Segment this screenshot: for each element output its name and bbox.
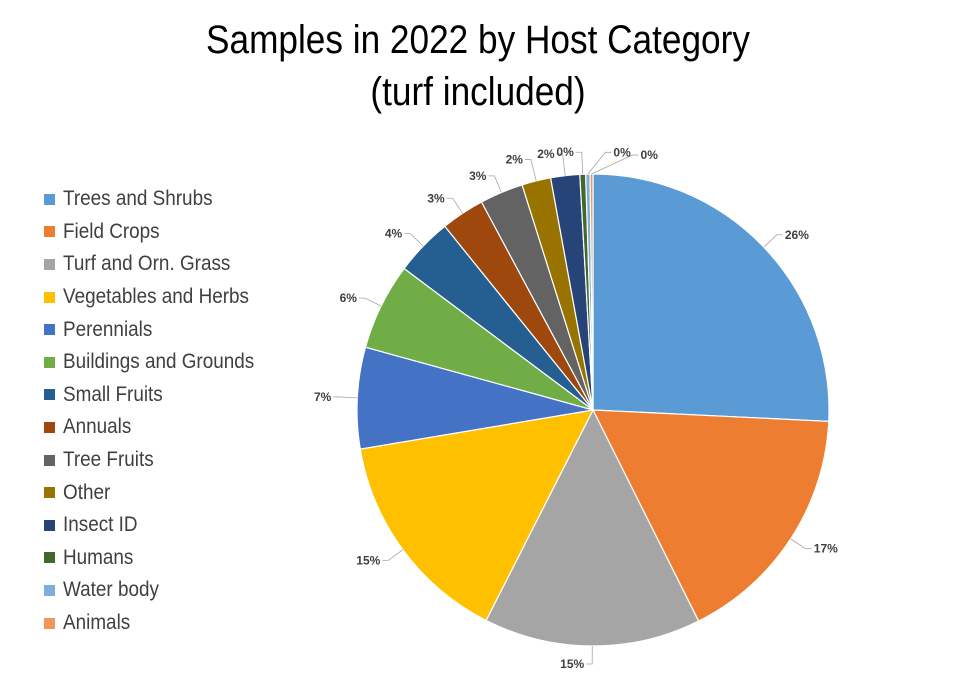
legend-swatch bbox=[44, 324, 55, 336]
data-label-turf-and-orn-grass: 15% bbox=[560, 657, 584, 671]
legend-swatch bbox=[44, 291, 55, 303]
legend-swatch bbox=[44, 454, 55, 466]
chart-subtitle: (turf included) bbox=[370, 70, 586, 114]
leader-line-humans bbox=[575, 151, 584, 175]
legend-label: Perennials bbox=[63, 317, 153, 341]
leader-line-turf-and-orn-grass bbox=[586, 645, 593, 665]
legend-swatch bbox=[44, 421, 55, 433]
legend-label: Animals bbox=[63, 611, 131, 635]
data-label-small-fruits: 4% bbox=[385, 227, 403, 241]
legend-label: Tree Fruits bbox=[63, 448, 154, 472]
legend-label: Annuals bbox=[63, 415, 132, 439]
legend-swatch bbox=[44, 584, 55, 596]
data-label-insect-id: 2% bbox=[537, 147, 555, 161]
legend-swatch bbox=[44, 193, 55, 205]
leader-line-other bbox=[524, 159, 537, 182]
legend-label: Water body bbox=[63, 578, 159, 602]
data-label-animals: 0% bbox=[641, 148, 659, 162]
chart-legend: Trees and Shrubs Field Crops Turf and Orn.… bbox=[44, 183, 275, 639]
leader-lines bbox=[333, 151, 812, 665]
leader-line-perennials bbox=[333, 396, 358, 399]
legend-item-water-body: Water body bbox=[44, 574, 275, 607]
pie-slices bbox=[356, 173, 830, 647]
data-label-buildings-and-grounds: 6% bbox=[340, 291, 358, 305]
data-label-trees-and-shrubs: 26% bbox=[785, 228, 809, 242]
legend-item-turf-and-orn-grass: Turf and Orn. Grass bbox=[44, 248, 275, 281]
pie-slice-trees-and-shrubs bbox=[592, 173, 830, 423]
leader-line-insect-id bbox=[556, 153, 566, 176]
legend-item-vegetables-and-herbs: Vegetables and Herbs bbox=[44, 281, 275, 314]
leader-line-field-crops bbox=[790, 538, 812, 550]
data-label-other: 2% bbox=[506, 153, 524, 167]
legend-swatch bbox=[44, 519, 55, 531]
leader-line-trees-and-shrubs bbox=[763, 234, 783, 248]
legend-item-insect-id: Insect ID bbox=[44, 509, 275, 542]
data-label-tree-fruits: 3% bbox=[469, 169, 487, 183]
legend-label: Other bbox=[63, 480, 111, 504]
legend-label: Small Fruits bbox=[63, 382, 163, 406]
legend-label: Humans bbox=[63, 545, 134, 569]
legend-item-perennials: Perennials bbox=[44, 313, 275, 346]
leader-line-annuals bbox=[446, 197, 463, 214]
legend-label: Insect ID bbox=[63, 513, 138, 537]
legend-item-trees-and-shrubs: Trees and Shrubs bbox=[44, 183, 275, 216]
data-label-annuals: 3% bbox=[427, 191, 445, 205]
legend-label: Trees and Shrubs bbox=[63, 187, 213, 211]
data-label-perennials: 7% bbox=[314, 390, 332, 404]
data-labels: 26%17%15%15%7%6%4%3%3%2% 2% 0% 0% 0% bbox=[314, 145, 838, 671]
legend-swatch bbox=[44, 356, 55, 368]
leader-line-small-fruits bbox=[404, 233, 424, 247]
data-label-vegetables-and-herbs: 15% bbox=[356, 553, 380, 567]
pie-slice-vegetables-and-herbs bbox=[359, 409, 595, 622]
legend-item-other: Other bbox=[44, 476, 275, 509]
leader-line-vegetables-and-herbs bbox=[382, 549, 404, 561]
legend-swatch bbox=[44, 552, 55, 564]
legend-item-humans: Humans bbox=[44, 542, 275, 575]
leader-line-animals bbox=[591, 154, 639, 175]
legend-swatch bbox=[44, 258, 55, 270]
legend-label: Buildings and Grounds bbox=[63, 350, 255, 374]
legend-swatch bbox=[44, 389, 55, 401]
legend-item-annuals: Annuals bbox=[44, 411, 275, 444]
pie-slice-perennials bbox=[356, 346, 594, 450]
chart-title: Samples in 2022 by Host Category (turf i… bbox=[57, 14, 898, 118]
legend-item-field-crops: Field Crops bbox=[44, 216, 275, 249]
data-label-water-body: 0% bbox=[613, 145, 631, 159]
leader-line-buildings-and-grounds bbox=[358, 297, 382, 307]
chart-title-line1: Samples in 2022 by Host Category bbox=[206, 18, 750, 62]
legend-item-buildings-and-grounds: Buildings and Grounds bbox=[44, 346, 275, 379]
legend-swatch bbox=[44, 617, 55, 629]
leader-line-water-body bbox=[587, 151, 612, 175]
legend-swatch bbox=[44, 226, 55, 238]
legend-label: Field Crops bbox=[63, 219, 160, 243]
legend-swatch bbox=[44, 487, 55, 499]
legend-label: Turf and Orn. Grass bbox=[63, 252, 231, 276]
data-label-humans: 0% bbox=[556, 145, 574, 159]
leader-line-tree-fruits bbox=[488, 175, 502, 193]
legend-item-tree-fruits: Tree Fruits bbox=[44, 444, 275, 477]
data-label-field-crops: 17% bbox=[814, 542, 838, 556]
legend-label: Vegetables and Herbs bbox=[63, 285, 249, 309]
pie-slice-field-crops bbox=[592, 409, 830, 622]
legend-item-animals: Animals bbox=[44, 607, 275, 640]
legend-item-small-fruits: Small Fruits bbox=[44, 379, 275, 412]
